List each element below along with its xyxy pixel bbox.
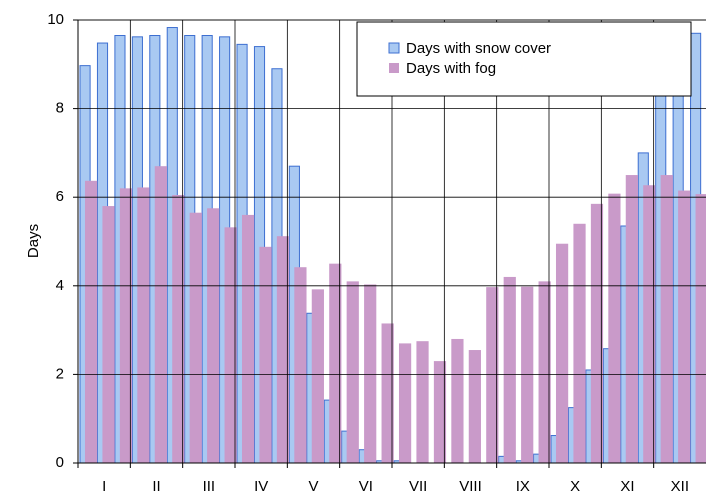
fog-bar bbox=[207, 208, 220, 463]
fog-bar bbox=[451, 338, 464, 463]
y-tick-label: 0 bbox=[56, 454, 64, 471]
fog-bar bbox=[102, 206, 115, 463]
fog-bar bbox=[259, 246, 272, 463]
legend-swatch bbox=[389, 63, 399, 73]
fog-bar bbox=[329, 263, 342, 463]
fog-bar bbox=[189, 212, 202, 463]
y-tick-label: 2 bbox=[56, 365, 64, 382]
fog-bar bbox=[276, 236, 290, 463]
x-tick-label: X bbox=[570, 478, 580, 495]
fog-bar bbox=[381, 323, 394, 463]
fog-bar bbox=[643, 185, 656, 463]
fog-bar bbox=[172, 194, 185, 464]
fog-bar bbox=[416, 341, 429, 463]
fog-bar bbox=[119, 188, 133, 463]
x-tick-label: IV bbox=[254, 478, 268, 495]
fog-bar bbox=[503, 276, 516, 463]
fog-bar bbox=[364, 284, 377, 463]
fog-bar bbox=[695, 194, 706, 463]
fog-bar bbox=[625, 175, 638, 464]
x-tick-label: V bbox=[308, 478, 318, 495]
plot-area bbox=[79, 27, 706, 464]
fog-bar bbox=[398, 343, 412, 463]
y-tick-label: 10 bbox=[47, 11, 64, 28]
fog-bar bbox=[84, 180, 98, 463]
fog-bar bbox=[346, 281, 359, 463]
fog-bar bbox=[468, 350, 481, 463]
y-tick-label: 6 bbox=[56, 188, 64, 205]
fog-bar bbox=[433, 361, 447, 463]
x-tick-label: IX bbox=[516, 478, 530, 495]
legend-label: Days with fog bbox=[406, 60, 496, 77]
x-tick-label: II bbox=[152, 478, 160, 495]
fog-bar bbox=[311, 289, 324, 463]
fog-bar bbox=[154, 166, 167, 463]
fog-bar bbox=[521, 286, 534, 463]
y-tick-label: 4 bbox=[56, 277, 64, 294]
fog-bar bbox=[590, 203, 604, 463]
fog-bar bbox=[608, 193, 621, 463]
fog-bar bbox=[224, 227, 237, 463]
legend-box bbox=[356, 21, 692, 97]
x-tick-label: XII bbox=[671, 478, 689, 495]
x-tick-label: VII bbox=[409, 478, 427, 495]
fog-bar bbox=[555, 243, 569, 463]
fog-bar bbox=[137, 187, 150, 464]
x-tick-label: XI bbox=[620, 478, 634, 495]
legend-label: Days with snow cover bbox=[406, 40, 551, 57]
fog-bar bbox=[294, 267, 307, 463]
fog-bar bbox=[538, 281, 551, 463]
fog-bar bbox=[573, 223, 586, 463]
x-tick-label: VIII bbox=[459, 478, 482, 495]
y-tick-label: 8 bbox=[56, 100, 64, 117]
y-axis-label: Days bbox=[25, 224, 42, 258]
x-tick-label: VI bbox=[359, 478, 373, 495]
fog-bar bbox=[241, 214, 255, 463]
fog-bar bbox=[678, 190, 691, 463]
x-tick-label: I bbox=[102, 478, 106, 495]
fog-bar bbox=[660, 175, 673, 464]
x-tick-label: III bbox=[203, 478, 216, 495]
fog-bar bbox=[486, 287, 499, 463]
legend-swatch bbox=[388, 42, 400, 54]
